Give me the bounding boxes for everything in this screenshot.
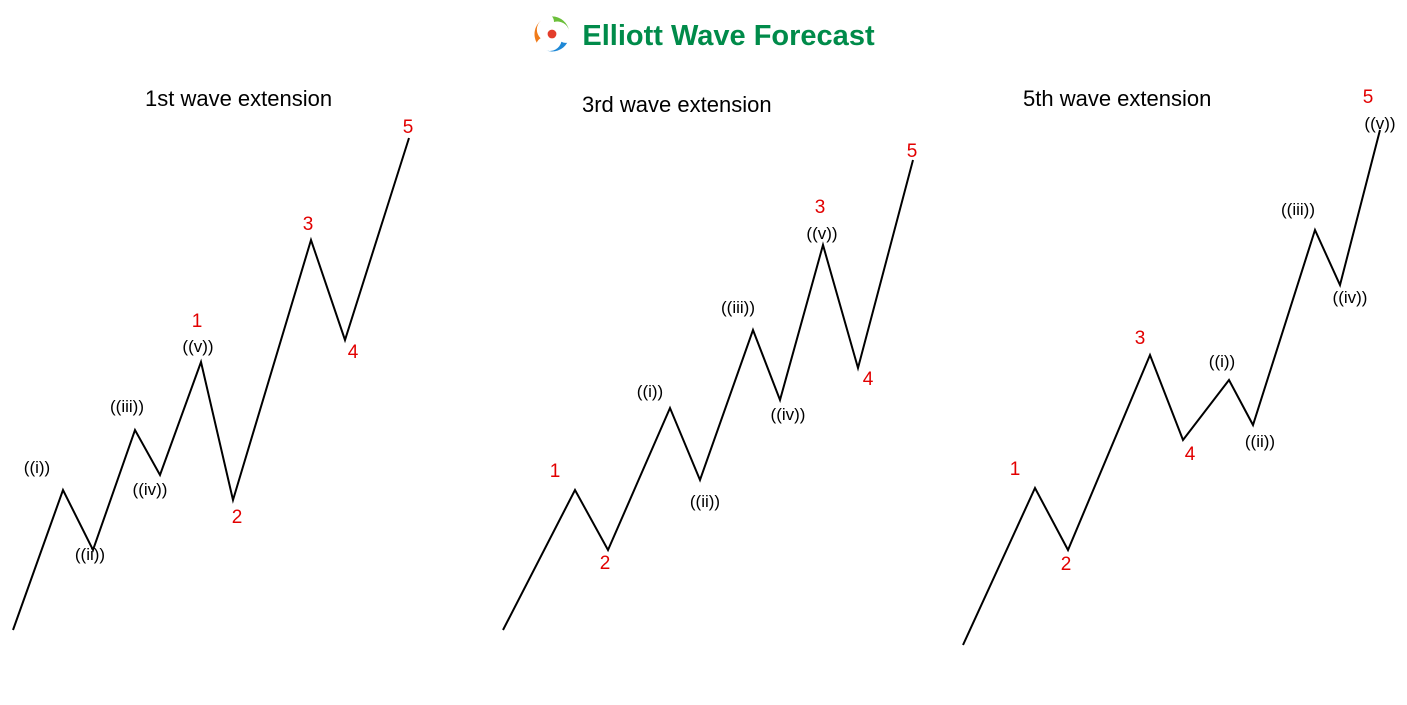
wave-label-major: 4 — [348, 342, 359, 364]
brand-header: Elliott Wave Forecast — [0, 14, 1407, 59]
wave-label-minor: ((iv)) — [133, 480, 168, 500]
wave-label-minor: ((i)) — [24, 458, 50, 478]
wave-line — [963, 130, 1380, 645]
wave-label-minor: ((v)) — [806, 224, 837, 244]
wave-label-major: 3 — [303, 214, 314, 236]
panel-title: 3rd wave extension — [582, 92, 772, 118]
wave-label-major: 1 — [550, 461, 561, 483]
wave-label-major: 4 — [1185, 444, 1196, 466]
brand-logo-icon — [532, 14, 572, 59]
wave-label-major: 1 — [1010, 459, 1021, 481]
wave-label-major: 4 — [863, 369, 874, 391]
wave-label-major: 3 — [1135, 328, 1146, 350]
brand-logo-wrap: Elliott Wave Forecast — [532, 14, 874, 59]
wave-label-minor: ((ii)) — [690, 492, 720, 512]
wave-label-minor: ((iii)) — [110, 397, 144, 417]
wave-label-minor: ((i)) — [1209, 352, 1235, 372]
wave-label-minor: ((ii)) — [75, 545, 105, 565]
wave-label-minor: ((iv)) — [1333, 288, 1368, 308]
wave-label-major: 1 — [192, 311, 203, 333]
diagram-root: Elliott Wave Forecast 1st wave extension… — [0, 0, 1407, 705]
wave-label-minor: ((ii)) — [1245, 432, 1275, 452]
wave-label-minor: ((iii)) — [1281, 200, 1315, 220]
wave-line — [13, 138, 409, 630]
wave-label-major: 2 — [1061, 554, 1072, 576]
panel-title: 5th wave extension — [1023, 86, 1211, 112]
wave-line — [503, 160, 913, 630]
wave-label-major: 2 — [232, 507, 243, 529]
wave-label-minor: ((v)) — [182, 337, 213, 357]
wave-label-major: 5 — [907, 141, 918, 163]
wave-label-minor: ((v)) — [1364, 114, 1395, 134]
wave-chart — [955, 110, 1385, 665]
wave-label-major: 3 — [815, 197, 826, 219]
panel-title: 1st wave extension — [145, 86, 332, 112]
wave-chart — [495, 150, 915, 650]
wave-label-minor: ((iii)) — [721, 298, 755, 318]
wave-label-minor: ((i)) — [637, 382, 663, 402]
brand-title: Elliott Wave Forecast — [582, 20, 874, 53]
wave-chart — [5, 120, 425, 640]
wave-label-minor: ((iv)) — [771, 405, 806, 425]
wave-label-major: 5 — [1363, 87, 1374, 109]
wave-label-major: 2 — [600, 553, 611, 575]
wave-label-major: 5 — [403, 117, 414, 139]
